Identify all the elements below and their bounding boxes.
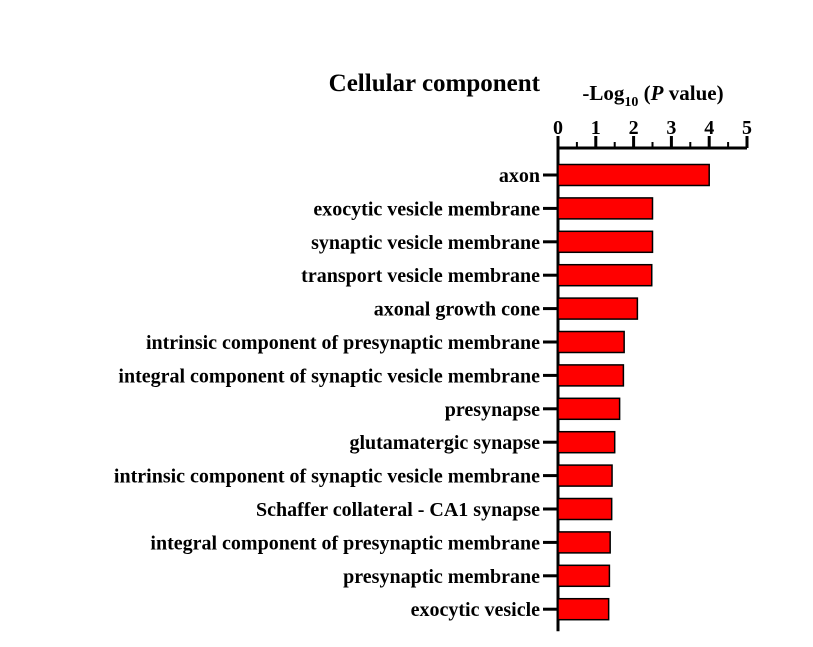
category-label: transport vesicle membrane	[301, 265, 540, 287]
x-axis-label-open: (	[638, 81, 650, 105]
bar	[557, 397, 621, 421]
category-label: intrinsic component of synaptic vesicle …	[114, 466, 540, 488]
x-tick-label: 4	[704, 117, 714, 139]
bar	[557, 230, 654, 254]
bar	[557, 564, 611, 588]
bar	[557, 163, 710, 187]
x-tick-label: 5	[742, 117, 752, 139]
category-label: integral component of synaptic vesicle m…	[118, 365, 540, 387]
category-label: exocytic vesicle membrane	[313, 198, 540, 220]
category-label: glutamatergic synapse	[349, 432, 540, 454]
category-labels: axon exocytic vesicle membrane synaptic ve…	[114, 165, 540, 621]
bar	[557, 497, 613, 521]
x-axis-label: -Log10 (P value)	[582, 81, 723, 110]
x-tick-label: 1	[591, 117, 601, 139]
category-label: synaptic vesicle membrane	[311, 232, 540, 254]
x-axis-label-italic: P	[650, 81, 664, 105]
category-label: axon	[499, 165, 540, 187]
bar	[557, 597, 610, 621]
bar	[557, 464, 613, 487]
x-tick-label: 2	[629, 117, 639, 139]
y-axis	[543, 148, 560, 632]
x-axis-label-prefix: -Log	[582, 81, 625, 105]
category-label: intrinsic component of presynaptic membr…	[146, 332, 540, 354]
x-axis-label-subscript: 10	[624, 95, 638, 110]
x-tick-label: 3	[666, 117, 676, 139]
bar	[557, 430, 616, 454]
bar	[557, 364, 625, 387]
bars	[557, 163, 710, 621]
bar	[557, 531, 611, 554]
bar	[557, 297, 639, 320]
bar	[557, 330, 625, 354]
x-tick-label: 0	[553, 117, 563, 139]
x-axis-label-suffix: value)	[664, 81, 724, 105]
category-label: integral component of presynaptic membra…	[150, 532, 540, 554]
category-label: presynapse	[445, 399, 540, 421]
category-label: axonal growth cone	[374, 299, 540, 321]
bar	[557, 263, 653, 287]
category-label: presynaptic membrane	[343, 566, 540, 588]
category-label: Schaffer collateral - CA1 synapse	[256, 499, 540, 521]
chart-title: Cellular component	[329, 70, 541, 97]
category-label: exocytic vesicle	[411, 599, 540, 621]
x-axis: 0 1 2 3 4 5	[553, 117, 752, 150]
bar	[557, 197, 654, 220]
